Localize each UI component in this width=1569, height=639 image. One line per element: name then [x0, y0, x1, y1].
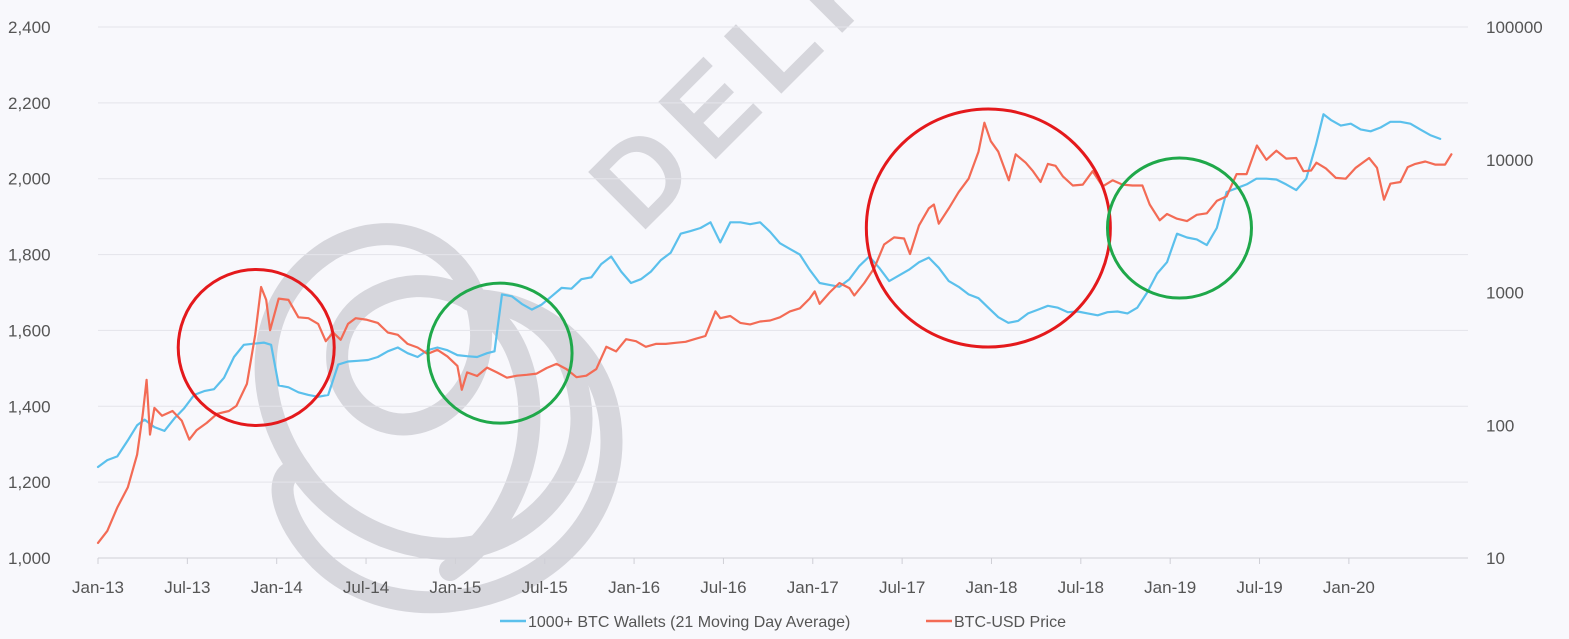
watermark-text: DELPHI [565, 0, 1024, 253]
axes: 1,000 1,200 1,400 1,600 1,800 2,000 2,200 2,400… [8, 18, 1543, 597]
x-tick-label: Jan-13 [72, 578, 124, 597]
y-left-tick-label: 1,600 [8, 321, 51, 340]
x-tick-label: Jan-18 [965, 578, 1017, 597]
annotation-circles [176, 107, 1253, 427]
watermark-logo-icon [254, 223, 623, 614]
x-tick-label: Jan-19 [1144, 578, 1196, 597]
annotation-circle-3 [864, 107, 1112, 349]
x-tick-label: Jan-16 [608, 578, 660, 597]
annotation-circle-4 [1105, 156, 1253, 300]
legend: 1000+ BTC Wallets (21 Moving Day Average… [500, 614, 1066, 631]
y-left-tick-label: 1,200 [8, 473, 51, 492]
annotation-circle-1 [176, 267, 336, 427]
y-left-tick-label: 2,400 [8, 18, 51, 37]
y-right-tick-label: 1000 [1486, 284, 1524, 303]
y-left-tick-label: 2,200 [8, 94, 51, 113]
x-tick-label: Jul-14 [343, 578, 389, 597]
series-line-2 [96, 121, 1453, 545]
y-left-tick-label: 1,800 [8, 246, 51, 265]
y-left-tick-label: 1,400 [8, 397, 51, 416]
x-tick-label: Jul-16 [700, 578, 746, 597]
watermark-logo-stroke [254, 223, 493, 481]
y-right-tick-label: 100 [1486, 416, 1514, 435]
legend-label-1: 1000+ BTC Wallets (21 Moving Day Average… [528, 614, 850, 631]
x-tick-label: Jul-18 [1058, 578, 1104, 597]
y-right-tick-label: 10000 [1486, 151, 1533, 170]
watermark: DELPHI [254, 0, 1024, 614]
watermark-logo-stroke [271, 459, 331, 571]
y-left-tick-label: 2,000 [8, 170, 51, 189]
x-tick-label: Jan-15 [429, 578, 481, 597]
y-right-tick-label: 100000 [1486, 18, 1543, 37]
annotation-circle-2 [426, 281, 574, 425]
x-tick-label: Jul-17 [879, 578, 925, 597]
x-tick-label: Jan-17 [787, 578, 839, 597]
y-left-tick-label: 1,000 [8, 549, 51, 568]
y-right-tick-label: 10 [1486, 549, 1505, 568]
legend-label-2: BTC-USD Price [954, 614, 1066, 631]
watermark-logo-stroke [309, 289, 623, 614]
x-tick-label: Jul-15 [522, 578, 568, 597]
x-tick-label: Jul-19 [1236, 578, 1282, 597]
x-tick-label: Jan-14 [251, 578, 303, 597]
x-tick-label: Jan-20 [1323, 578, 1375, 597]
x-tick-label: Jul-13 [164, 578, 210, 597]
